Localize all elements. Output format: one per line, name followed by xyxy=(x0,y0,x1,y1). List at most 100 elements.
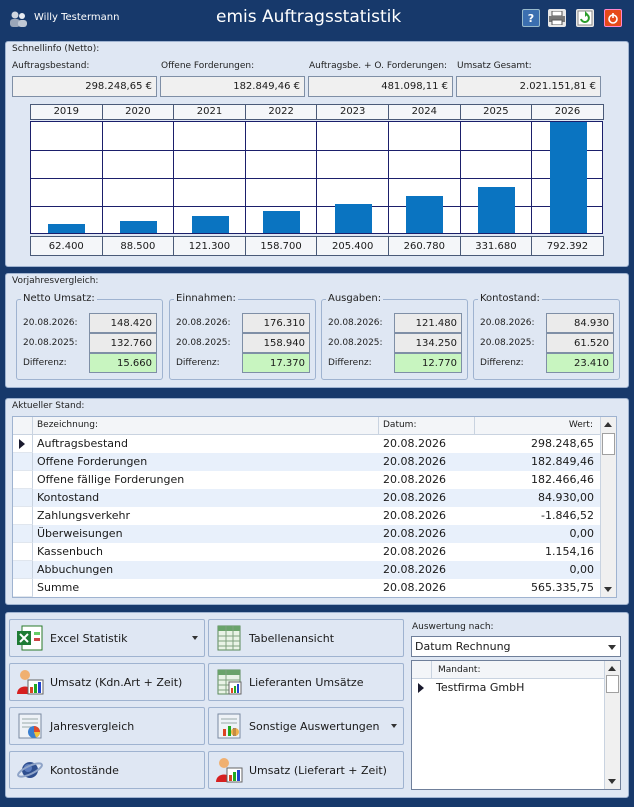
sonstige-auswertungen-button[interactable]: Sonstige Auswertungen xyxy=(208,707,404,745)
auftragsbe-forderungen-value: 481.098,11 € xyxy=(308,76,453,97)
stand-table: Bezeichnung: Datum: Wert: Auftragsbestan… xyxy=(12,416,617,598)
scroll-thumb[interactable] xyxy=(606,675,619,693)
scroll-thumb[interactable] xyxy=(602,433,615,455)
mandant-scrollbar[interactable] xyxy=(604,661,620,789)
chevron-down-icon[interactable] xyxy=(192,636,198,640)
chevron-down-icon[interactable] xyxy=(391,724,397,728)
cell-datum: 20.08.2026 xyxy=(383,491,446,504)
row-selector[interactable] xyxy=(13,579,33,597)
table-icon xyxy=(215,624,243,652)
gridline xyxy=(244,122,246,233)
gridline xyxy=(316,122,318,233)
year-label-2023: 2023 xyxy=(316,104,389,120)
lieferanten-umsätze-button[interactable]: Lieferanten Umsätze xyxy=(208,663,404,701)
pie-document-icon xyxy=(16,712,44,740)
excel-statistik-button[interactable]: Excel Statistik xyxy=(9,619,205,657)
users-icon xyxy=(10,11,27,27)
button-label: Excel Statistik xyxy=(50,631,128,645)
user-name: Willy Testermann xyxy=(34,12,120,23)
row-selector[interactable] xyxy=(13,453,33,471)
table-row[interactable]: Kassenbuch 20.08.2026 1.154,16 xyxy=(13,543,602,561)
gridline xyxy=(173,122,175,233)
comparison-value: 176.310 xyxy=(242,313,310,333)
cell-wert: 182.849,46 xyxy=(531,455,594,468)
mandant-row[interactable]: Testfirma GmbH xyxy=(412,679,604,697)
row-selector-icon xyxy=(19,439,25,449)
bar-value-label-2020: 88.500 xyxy=(101,236,175,256)
column-header-wert[interactable]: Wert: xyxy=(475,417,602,435)
app-title: emis Auftragsstatistik xyxy=(216,7,402,27)
row-selector-icon xyxy=(418,683,424,693)
cell-wert: 182.466,46 xyxy=(531,473,594,486)
table-row[interactable]: Zahlungsverkehr 20.08.2026 -1.846,52 xyxy=(13,507,602,525)
chevron-down-icon[interactable] xyxy=(604,637,620,656)
row-selector[interactable] xyxy=(13,471,33,489)
gridline xyxy=(101,122,103,233)
excel-icon xyxy=(16,624,44,652)
scroll-up-icon[interactable] xyxy=(604,422,612,427)
gridline xyxy=(388,122,389,233)
comparison-group: Ausgaben: 20.08.2026: 121.480 20.08.2025: 13… xyxy=(321,293,468,380)
schnellinfo-title: Schnellinfo (Netto): xyxy=(12,44,100,54)
difference-value: 12.770 xyxy=(394,353,462,373)
button-label: Umsatz (Lieferart + Zeit) xyxy=(249,763,387,777)
umsatz-lieferart-zeit-button[interactable]: Umsatz (Lieferart + Zeit) xyxy=(208,751,404,789)
bar-value-label-2021: 121.300 xyxy=(173,236,246,256)
row-selector[interactable] xyxy=(13,435,33,453)
row-selector[interactable] xyxy=(13,561,33,579)
cell-wert: -1.846,52 xyxy=(541,509,594,522)
row-selector[interactable] xyxy=(13,489,33,507)
table-row[interactable]: Auftragsbestand 20.08.2026 298.248,65 xyxy=(13,435,602,453)
cell-datum: 20.08.2026 xyxy=(383,581,446,594)
auftragsbestand-label: Auftragsbestand: xyxy=(12,61,90,71)
title-bar: Willy Testermann emis Auftragsstatistik … xyxy=(0,0,634,38)
cell-wert: 298.248,65 xyxy=(531,437,594,450)
column-header-datum[interactable]: Datum: xyxy=(379,417,475,435)
kontostände-button[interactable]: Kontostände xyxy=(9,751,205,789)
scroll-down-icon[interactable] xyxy=(604,587,612,592)
table-chart-icon xyxy=(215,668,243,696)
row-selector[interactable] xyxy=(13,525,33,543)
refresh-icon[interactable] xyxy=(576,9,594,27)
cell-bezeichnung: Überweisungen xyxy=(37,527,123,540)
table-row[interactable]: Überweisungen 20.08.2026 0,00 xyxy=(13,525,602,543)
bar-value-label-2026: 792.392 xyxy=(531,236,604,256)
button-label: Sonstige Auswertungen xyxy=(249,719,380,733)
scroll-down-icon[interactable] xyxy=(608,779,616,784)
button-label: Lieferanten Umsätze xyxy=(249,675,364,689)
mandant-corner xyxy=(412,661,432,679)
cell-wert: 1.154,16 xyxy=(545,545,594,558)
table-row[interactable]: Kontostand 20.08.2026 84.930,00 xyxy=(13,489,602,507)
column-header-bezeichnung[interactable]: Bezeichnung: xyxy=(33,417,379,435)
print-icon[interactable] xyxy=(548,9,566,27)
table-row[interactable]: Abbuchungen 20.08.2026 0,00 xyxy=(13,561,602,579)
jahresvergleich-button[interactable]: Jahresvergleich xyxy=(9,707,205,745)
comparison-label: Differenz: xyxy=(328,358,372,368)
umsatz-gesamt-label: Umsatz Gesamt: xyxy=(457,61,532,71)
comparison-label: 20.08.2025: xyxy=(176,338,231,348)
bar-chart xyxy=(30,121,603,234)
comparison-label: Differenz: xyxy=(176,358,220,368)
help-icon[interactable]: ? xyxy=(522,9,540,27)
row-selector[interactable] xyxy=(13,543,33,561)
table-scrollbar[interactable] xyxy=(600,417,616,597)
bar-value-label-2019: 62.400 xyxy=(30,236,103,256)
table-row[interactable]: Offene fällige Forderungen 20.08.2026 182.… xyxy=(13,471,602,489)
table-row[interactable]: Summe 20.08.2026 565.335,75 xyxy=(13,579,602,597)
auswertung-select[interactable]: Datum Rechnung xyxy=(411,636,621,657)
table-row[interactable]: Offene Forderungen 20.08.2026 182.849,46 xyxy=(13,453,602,471)
offene-forderungen-label: Offene Forderungen: xyxy=(161,61,255,71)
tabellenansicht-button[interactable]: Tabellenansicht xyxy=(208,619,404,657)
comparison-label: 20.08.2025: xyxy=(328,338,383,348)
scroll-up-icon[interactable] xyxy=(608,666,616,671)
mandant-column-header[interactable]: Mandant: xyxy=(432,661,604,679)
cell-bezeichnung: Kassenbuch xyxy=(37,545,103,558)
button-label: Tabellenansicht xyxy=(249,631,335,645)
bar-2025 xyxy=(477,187,515,233)
person-chart-icon xyxy=(16,668,44,696)
power-icon[interactable] xyxy=(604,9,622,27)
row-selector[interactable] xyxy=(13,507,33,525)
auftragsbestand-value: 298.248,65 € xyxy=(12,76,157,97)
person-chart-icon xyxy=(215,756,243,784)
umsatz-kdn-art-zeit-button[interactable]: Umsatz (Kdn.Art + Zeit) xyxy=(9,663,205,701)
